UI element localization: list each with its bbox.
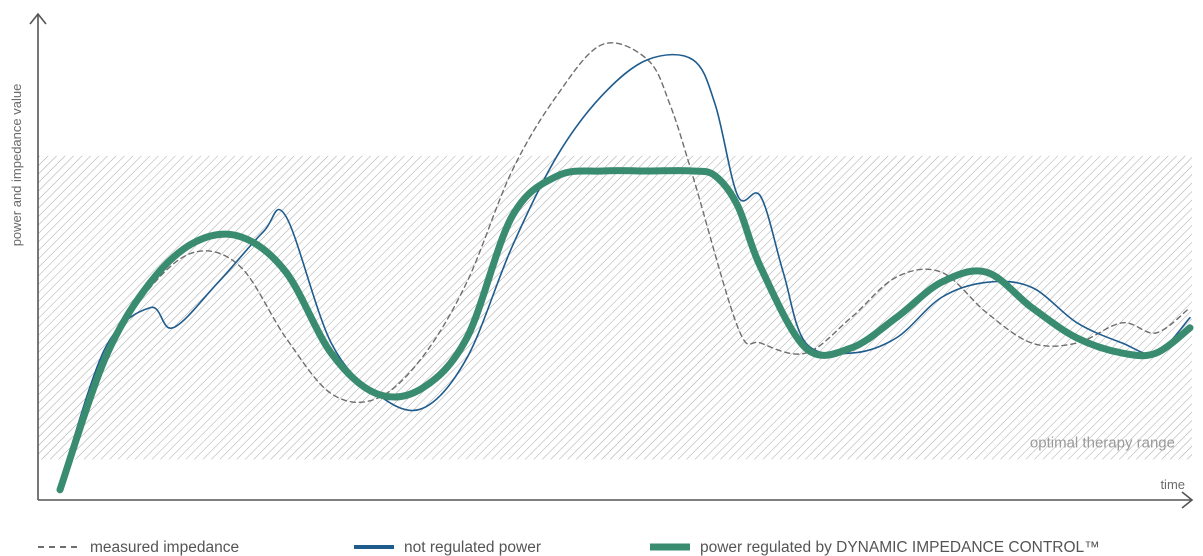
legend-label-not-regulated-power: not regulated power: [404, 539, 541, 556]
legend-label-measured-impedance: measured impedance: [90, 539, 239, 556]
series-line-regulated-power: [56, 167, 1194, 494]
optimal-range-label: optimal therapy range: [1030, 434, 1175, 451]
legend-label-regulated-power: power regulated by DYNAMIC IMPEDANCE CON…: [700, 539, 1100, 556]
y-axis-label: power and impedance value: [9, 84, 24, 247]
y-axis-arrow: [29, 12, 47, 25]
optimal-range-band: [38, 155, 1192, 460]
series-layer: [56, 42, 1194, 494]
series-line-not-regulated-power: [59, 53, 1191, 486]
x-axis-arrow: [1181, 491, 1194, 509]
x-axis-label: time: [1160, 477, 1185, 492]
legend: measured impedance not regulated power p…: [38, 539, 1100, 556]
